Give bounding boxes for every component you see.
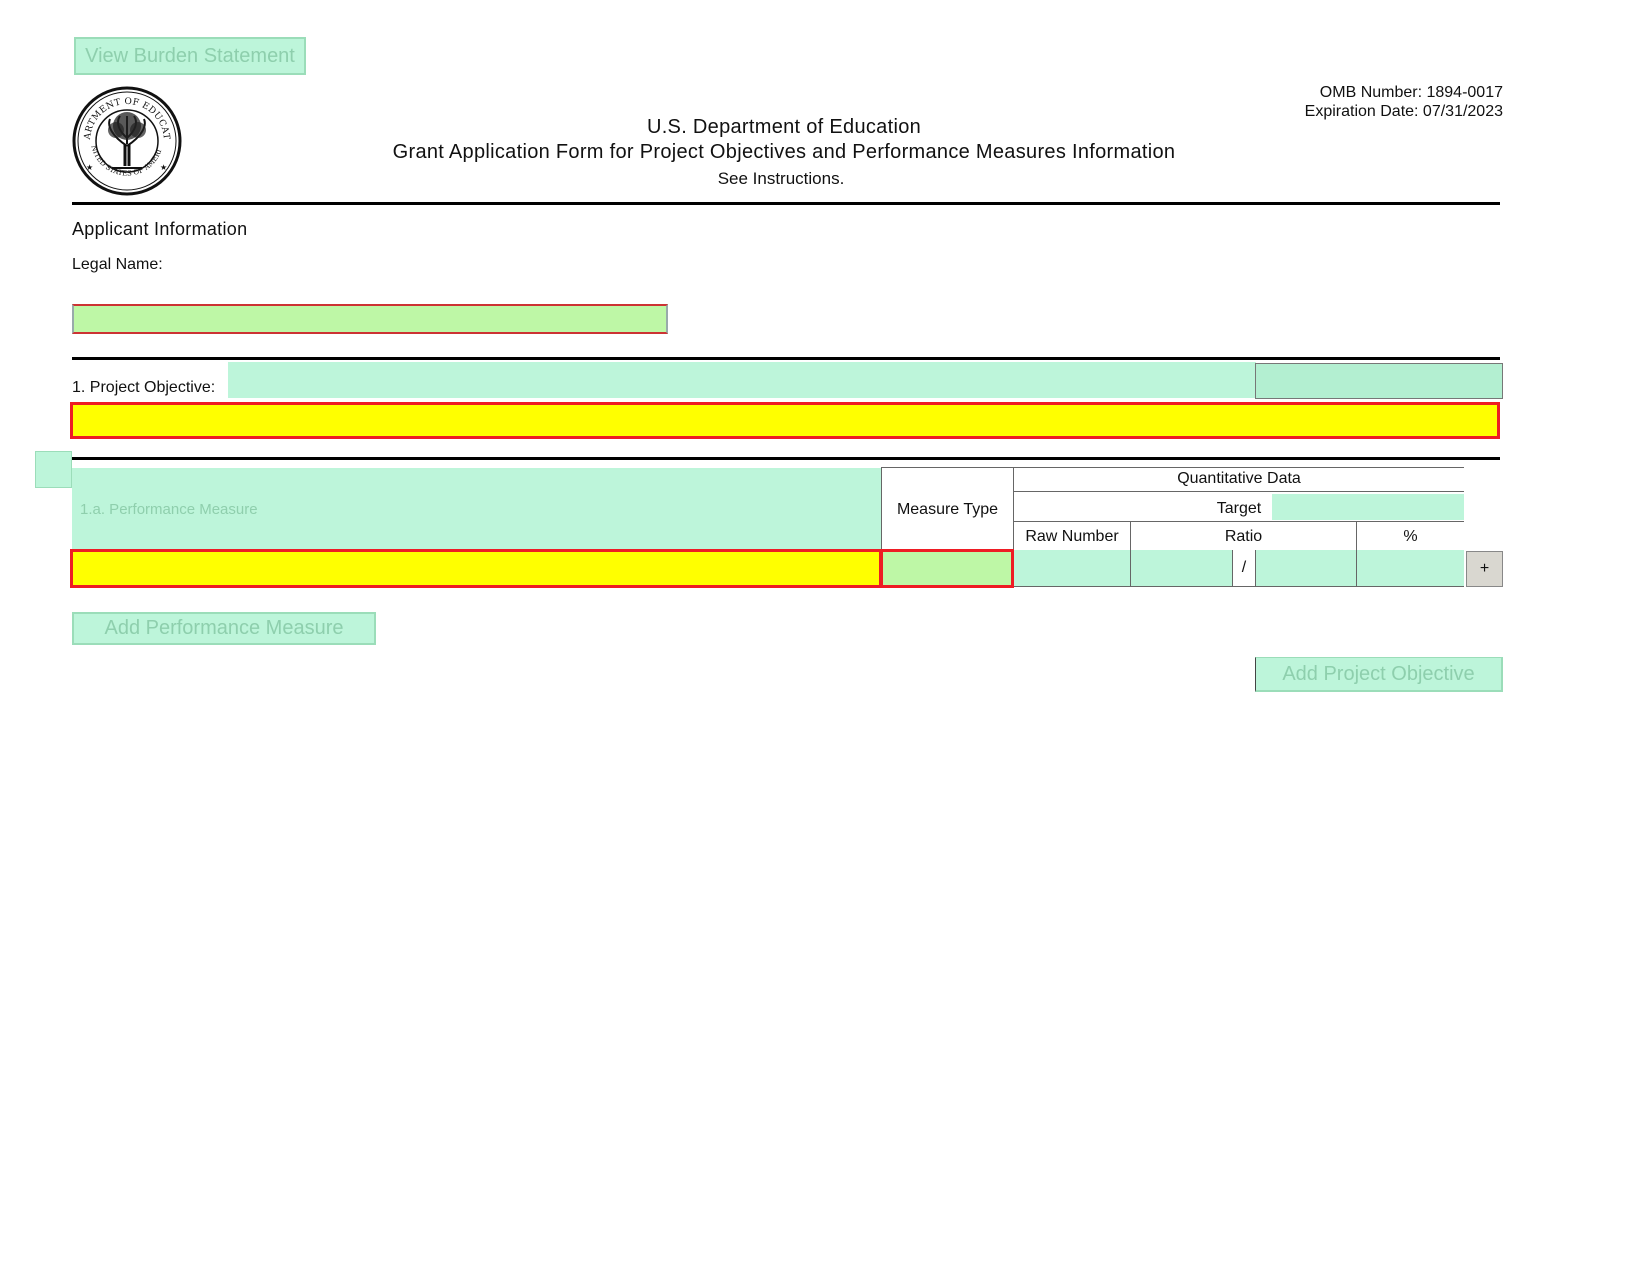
view-burden-statement-button[interactable]: View Burden Statement	[74, 37, 306, 75]
measure-type-select[interactable]	[880, 549, 1014, 588]
header-divider	[72, 202, 1500, 205]
add-performance-measure-button[interactable]: Add Performance Measure	[72, 612, 376, 645]
legal-name-field[interactable]	[72, 304, 668, 334]
legal-name-label: Legal Name:	[72, 256, 163, 273]
raw-number-field[interactable]	[1014, 550, 1131, 587]
ratio-denominator-field[interactable]	[1256, 550, 1357, 587]
see-instructions: See Instructions.	[717, 169, 845, 188]
quantitative-data-label: Quantitative Data	[1177, 470, 1301, 487]
objective-divider	[72, 457, 1500, 460]
svg-text:★: ★	[160, 163, 167, 172]
quant-mid-line	[1014, 491, 1464, 492]
percent-header: %	[1403, 528, 1418, 545]
project-objective-input[interactable]	[73, 405, 1497, 436]
measure-type-header: Measure Type	[881, 467, 1014, 552]
performance-measure-placeholder: 1.a. Performance Measure	[80, 500, 258, 518]
ratio-numerator-field[interactable]	[1131, 550, 1232, 587]
legal-name-input[interactable]	[74, 306, 666, 332]
project-objective-label: 1. Project Objective:	[72, 379, 216, 396]
ratio-separator: /	[1232, 550, 1256, 587]
agency-name: U.S. Department of Education	[646, 116, 922, 138]
performance-measure-input-box[interactable]	[70, 549, 882, 588]
omb-number: OMB Number: 1894-0017	[1319, 84, 1503, 101]
performance-measure-input[interactable]	[73, 552, 879, 585]
svg-text:★: ★	[86, 163, 93, 172]
project-objective-header-field[interactable]	[228, 362, 1256, 398]
ratio-header: Ratio	[1131, 522, 1357, 550]
raw-number-header: Raw Number	[1014, 522, 1131, 550]
target-label: Target	[1216, 500, 1262, 517]
collapse-toggle[interactable]	[35, 451, 72, 488]
department-seal-icon: DEPARTMENT OF EDUCATION UNITED STATES OF…	[72, 86, 182, 196]
quant-top-line	[1014, 467, 1464, 468]
target-field[interactable]	[1272, 494, 1464, 520]
percent-field[interactable]	[1357, 550, 1464, 587]
performance-measure-header: 1.a. Performance Measure	[72, 468, 882, 550]
applicant-info-heading: Applicant Information	[72, 219, 248, 239]
quant-sub-line	[1014, 521, 1464, 522]
measure-type-label: Measure Type	[896, 501, 999, 518]
expiration-date: Expiration Date: 07/31/2023	[1304, 103, 1503, 120]
project-objective-input-box[interactable]	[70, 402, 1500, 439]
section-divider	[72, 357, 1500, 360]
add-project-objective-button[interactable]: Add Project Objective	[1255, 657, 1503, 692]
add-row-button[interactable]: +	[1466, 551, 1503, 587]
objective-action-button[interactable]	[1255, 363, 1503, 399]
form-title: Grant Application Form for Project Objec…	[392, 141, 1176, 163]
